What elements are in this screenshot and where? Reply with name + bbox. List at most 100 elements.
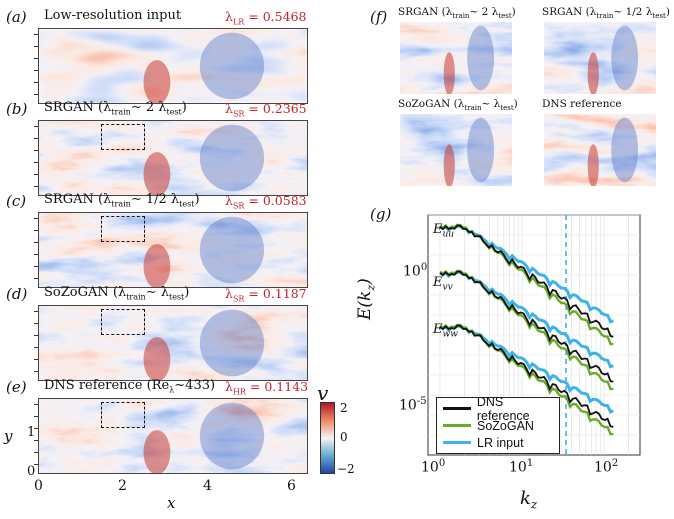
y-tick-mark: [34, 126, 38, 127]
panel-e-value: λHR = 0.1143: [225, 379, 309, 397]
y-tick-mark: [34, 311, 38, 312]
g-xtick-0: 100: [421, 458, 446, 476]
colorbar-tick-top: 2: [340, 401, 348, 415]
panel-c-label: (c): [6, 192, 27, 210]
y-tick-mark: [34, 218, 38, 219]
panel-f-label: (f): [370, 8, 388, 26]
panel-b-title: SRGAN (λtrain∼ 2 λtest): [44, 100, 187, 117]
panel-d-value: λSR = 0.1187: [225, 286, 307, 304]
y-tick-mark: [34, 174, 38, 175]
heat1: [39, 121, 307, 197]
y-tick-mark: [34, 82, 38, 83]
zoom-box: [101, 216, 145, 242]
panel-b-field: [38, 120, 308, 197]
panel-e-field: [38, 398, 308, 475]
y-tick-mark: [34, 452, 38, 453]
y-tick-mark: [34, 266, 38, 267]
y-tick-mark: [34, 440, 38, 441]
legend-sozogan-label: SoZoGAN: [477, 418, 534, 433]
y-tick-mark: [34, 150, 38, 151]
colorbar-tick-bottom: −2: [337, 462, 355, 476]
legend-sozogan-swatch: [443, 424, 471, 427]
g-ytick-0: 100: [403, 262, 428, 280]
zoom-box: [101, 309, 145, 335]
inset-title-2: SoZoGAN (λtrain∼ λtest): [398, 98, 518, 113]
legend-dns-swatch: [443, 407, 471, 410]
legend-dns: DNS reference: [437, 395, 559, 423]
inset0: [400, 22, 512, 96]
colorbar: [320, 402, 335, 474]
inset3: [544, 114, 656, 188]
zoom-box: [101, 124, 145, 150]
y-tick-mark: [34, 254, 38, 255]
inset-title-3: DNS reference: [542, 98, 622, 110]
inset-field-3: [544, 114, 656, 188]
legend-sozogan: SoZoGAN: [437, 417, 559, 434]
x-tick-2: 2: [118, 478, 127, 494]
value-sub: SR: [232, 201, 245, 211]
curve-label-vv: Evv: [433, 275, 453, 293]
panel-a-label: (a): [6, 8, 27, 26]
inset-sub2: test: [652, 12, 666, 21]
y-tick-mark: [34, 186, 38, 187]
g-xtick-1: 101: [509, 458, 534, 476]
y-tick-mark: [34, 34, 38, 35]
panel-c-value: λSR = 0.0583: [225, 193, 307, 211]
dns-curve-1: [439, 270, 614, 383]
inset-sub: train: [596, 12, 614, 21]
y-tick-mark: [34, 94, 38, 95]
y-tick-mark: [34, 371, 38, 372]
inset1: [544, 22, 656, 96]
panel-title-sub2: test: [179, 199, 195, 209]
g-ytick-1: 10-5: [399, 396, 427, 414]
panel-a-field: [38, 28, 308, 105]
x-tick-0: 0: [34, 478, 43, 494]
heat2: [39, 213, 307, 289]
value-sub: SR: [232, 109, 245, 119]
panel-title-sub: λ: [169, 385, 175, 395]
dns-curve-2: [439, 324, 614, 428]
y-tick-1: 1: [27, 425, 36, 440]
panel-c-title: SRGAN (λtrain∼ 1/2 λtest): [44, 192, 200, 209]
panel-a-title: Low-resolution input: [44, 8, 182, 23]
y-axis-label: y: [4, 427, 13, 445]
value-sub: LR: [232, 17, 245, 27]
y-tick-mark: [34, 46, 38, 47]
curve-label-ww: Eww: [433, 322, 458, 340]
x-tick-4: 4: [203, 478, 212, 494]
zoom-box: [101, 402, 145, 428]
panel-title-sub: train: [111, 107, 131, 117]
panel-title-sub: train: [111, 199, 131, 209]
y-tick-mark: [34, 404, 38, 405]
legend-lr-swatch: [443, 441, 471, 444]
x-axis-label: x: [167, 494, 176, 512]
value-sub: HR: [232, 387, 246, 397]
panel-d-title: SoZoGAN (λtrain∼ λtest): [44, 285, 190, 302]
inset-title-1: SRGAN (λtrain∼ 1/2 λtest): [542, 6, 670, 21]
y-tick-mark: [34, 335, 38, 336]
y-tick-mark: [34, 138, 38, 139]
inset-title-0: SRGAN (λtrain∼ 2 λtest): [398, 6, 516, 21]
legend-dns-label: DNS reference: [476, 394, 530, 423]
inset2: [400, 114, 512, 188]
inset-field-1: [544, 22, 656, 96]
heat0: [39, 29, 307, 105]
y-tick-mark: [34, 242, 38, 243]
spectrum-legend: DNS reference SoZoGAN LR input: [436, 395, 560, 454]
panel-e-label: (e): [6, 378, 27, 396]
panel-d-field: [38, 305, 308, 382]
y-tick-mark: [34, 416, 38, 417]
inset-sub: train: [452, 12, 470, 21]
dns-curve-0: [439, 224, 614, 338]
heat4: [39, 399, 307, 475]
x-tick-6: 6: [287, 478, 296, 494]
panel-g-label: (g): [370, 205, 392, 223]
inset-field-0: [400, 22, 512, 96]
y-tick-mark: [34, 162, 38, 163]
y-tick-mark: [34, 58, 38, 59]
y-tick-mark: [34, 230, 38, 231]
panel-title-sub2: test: [168, 292, 185, 302]
heat3: [39, 306, 307, 382]
y-tick-mark: [34, 464, 38, 465]
